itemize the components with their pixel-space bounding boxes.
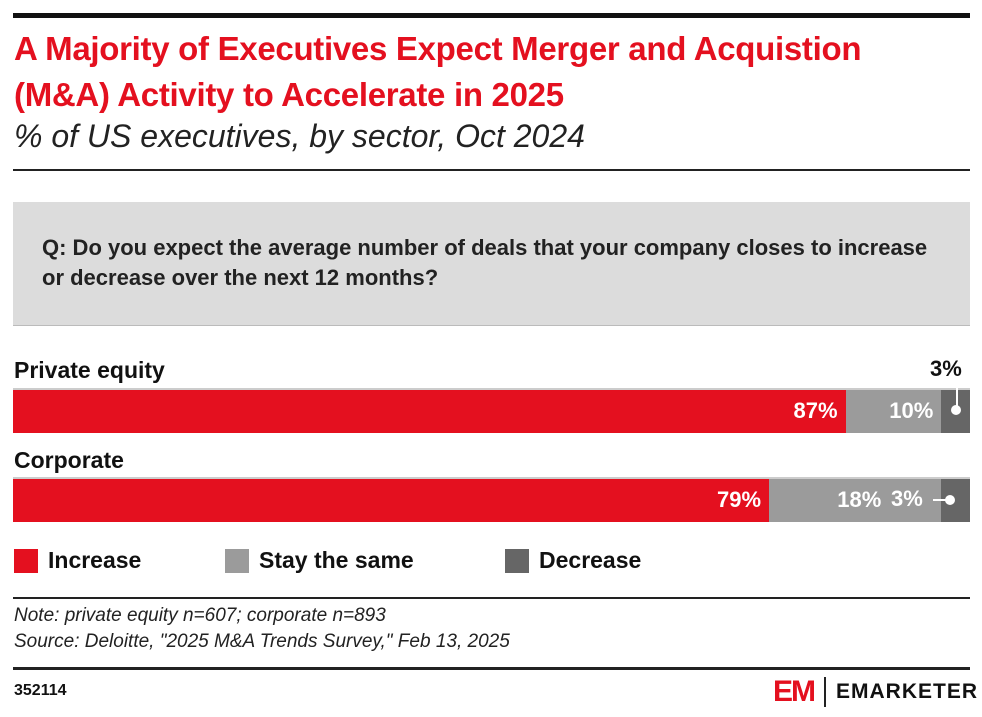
- logo-mark: EM: [773, 675, 816, 708]
- divider: [13, 667, 970, 670]
- legend-swatch: [505, 548, 529, 573]
- callout-dot: [951, 405, 961, 415]
- chart-id: 352114: [14, 682, 67, 699]
- legend-label: Stay the same: [259, 547, 414, 573]
- legend-label: Decrease: [539, 547, 642, 573]
- legend-increase: Increase: [14, 547, 141, 574]
- question-box: [13, 202, 970, 326]
- chart-title: A Majority of Executives Expect Merger a…: [14, 30, 862, 113]
- legend-same: Stay the same: [225, 547, 414, 574]
- data-label: 18%: [837, 487, 882, 512]
- category-label: Corporate: [14, 447, 124, 473]
- callout-line: [956, 382, 958, 410]
- top-rule: [13, 13, 970, 18]
- divider: [13, 169, 970, 171]
- bar-segment-stay-the-same: 18%: [769, 479, 942, 522]
- legend-decrease: Decrease: [505, 547, 641, 574]
- callout-line: [933, 499, 951, 501]
- question-text: Q: Do you expect the average number of d…: [42, 235, 928, 290]
- chart-subtitle: % of US executives, by sector, Oct 2024: [14, 118, 585, 154]
- logo-divider: [824, 677, 826, 707]
- source: Source: Deloitte, "2025 M&A Trends Surve…: [14, 631, 510, 652]
- bar-private-equity: 87% 10%: [13, 388, 970, 433]
- logo-text: EMARKETER: [836, 680, 979, 703]
- note: Note: private equity n=607; corporate n=…: [14, 605, 386, 626]
- legend-swatch: [225, 548, 249, 573]
- legend-swatch: [14, 548, 38, 573]
- bar-segment-stay-the-same: 10%: [845, 390, 942, 433]
- data-label: 10%: [889, 398, 934, 423]
- legend-label: Increase: [48, 547, 142, 573]
- data-label: 87%: [793, 398, 838, 423]
- bar-segment-increase: 79%: [13, 479, 770, 522]
- data-label-corp-decrease: 3%: [891, 486, 923, 511]
- divider: [13, 597, 970, 599]
- emarketer-logo: EM EMARKETER: [773, 675, 978, 709]
- data-label: 79%: [716, 487, 762, 512]
- callout-dot: [945, 495, 955, 505]
- bar-corporate: 79% 18%: [13, 477, 970, 522]
- category-label: Private equity: [14, 357, 165, 383]
- data-label-pe-decrease: 3%: [930, 356, 962, 381]
- bar-segment-increase: 87%: [13, 390, 846, 433]
